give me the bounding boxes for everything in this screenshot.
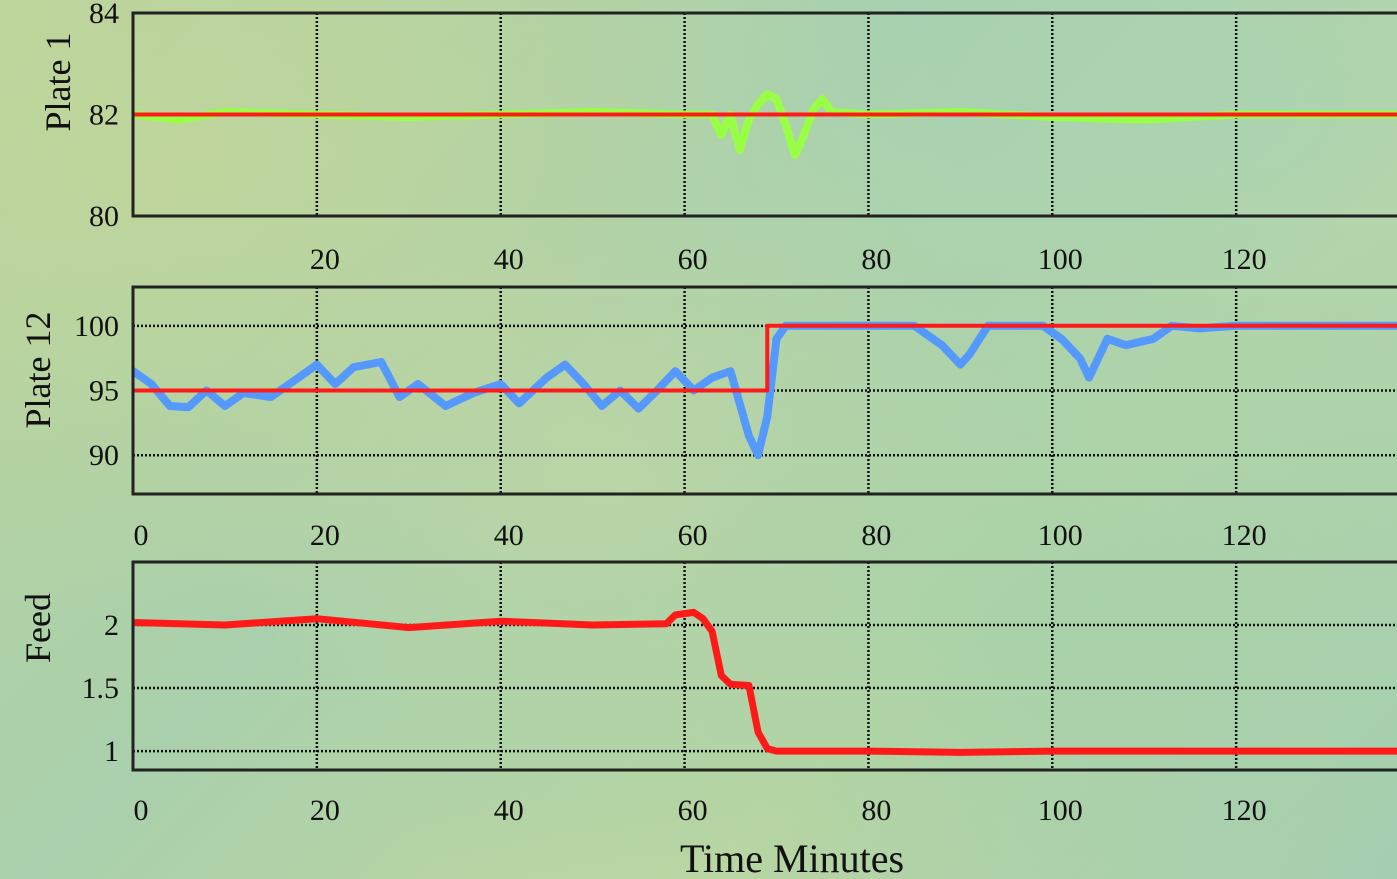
x-tick-label: 20: [310, 794, 340, 827]
x-tick-label: 60: [678, 794, 708, 827]
y-tick-label: 100: [74, 310, 119, 343]
x-tick-label: 80: [861, 519, 891, 552]
plate12-plot-frame: [131, 285, 1397, 496]
x-tick-label: 60: [678, 519, 708, 552]
feed-series-line-1: [133, 608, 1397, 756]
x-tick-label: 120: [1222, 243, 1267, 276]
y-tick-label: 82: [89, 99, 119, 132]
plate1-panel: 20 40 60 80 100 120 80 82 84 Plate 1: [38, 0, 1397, 276]
x-tick-label: 120: [1222, 794, 1267, 827]
plate12-y-axis-label: Plate 12: [18, 312, 58, 429]
x-tick-label: 120: [1222, 519, 1267, 552]
x-tick-label: 40: [494, 794, 524, 827]
x-tick-label: 80: [861, 794, 891, 827]
feed-panel: 0 20 40 60 80 100 120 1 1.5 2 Feed Time Minutes: [18, 560, 1397, 879]
plate1-y-axis-label: Plate 1: [38, 33, 78, 132]
plate1-series-line-1: [133, 90, 1397, 160]
y-tick-label: 84: [89, 0, 119, 30]
y-tick-label: 1.5: [82, 672, 120, 705]
feed-plot-frame: [131, 560, 1397, 772]
x-tick-label: 20: [310, 243, 340, 276]
x-tick-label: 40: [494, 519, 524, 552]
x-tick-label: 100: [1038, 794, 1083, 827]
x-tick-label: 100: [1038, 243, 1083, 276]
x-tick-label: 80: [861, 243, 891, 276]
y-tick-label: 90: [89, 439, 119, 472]
y-tick-label: 2: [104, 609, 119, 642]
x-tick-label: 0: [134, 794, 149, 827]
plate12-series-line-1: [133, 321, 1397, 460]
x-tick-label: 0: [134, 519, 149, 552]
x-tick-label: 60: [678, 243, 708, 276]
y-tick-label: 1: [104, 735, 119, 768]
y-tick-label: 80: [89, 200, 119, 233]
x-axis-title: Time Minutes: [680, 836, 904, 879]
plate12-series-line-2: [133, 323, 1397, 393]
x-tick-label: 100: [1038, 519, 1083, 552]
plate12-panel: 0 20 40 60 80 100 120 90 95 100 Plate 12: [18, 285, 1397, 552]
y-tick-label: 95: [89, 375, 119, 408]
x-tick-label: 40: [494, 243, 524, 276]
feed-y-axis-label: Feed: [18, 593, 58, 663]
plate1-plot-frame: [131, 11, 1397, 218]
x-tick-label: 20: [310, 519, 340, 552]
